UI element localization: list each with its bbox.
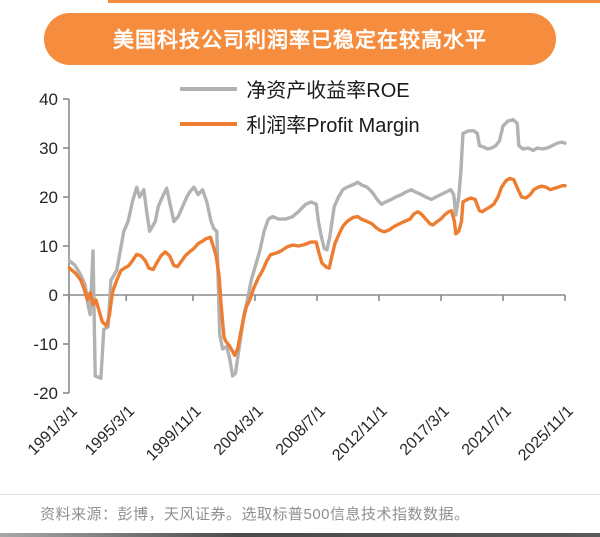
legend-label-profit-margin: 利润率Profit Margin — [246, 115, 420, 137]
chart-title-banner: 美国科技公司利润率已稳定在较高水平 — [44, 13, 556, 65]
legend-item-roe: 净资产收益率ROE — [180, 74, 410, 103]
x-tick-label: 2021/7/1 — [459, 403, 515, 459]
profit-margin-line-swatch — [180, 121, 238, 126]
legend-item-profit-margin: 利润率Profit Margin — [180, 109, 420, 138]
y-tick-label: -10 — [33, 335, 58, 354]
y-tick-label: 40 — [39, 90, 58, 109]
series-line — [67, 176, 567, 357]
x-tick-label: 2017/3/1 — [397, 403, 453, 459]
y-tick-label: 0 — [49, 286, 58, 305]
x-tick-label: 2025/11/1 — [515, 403, 577, 465]
legend: 净资产收益率ROE 利润率Profit Margin — [0, 74, 600, 138]
x-tick-label: 2004/3/1 — [211, 403, 267, 459]
source-note: 资料来源：彭博，天风证券。选取标普500信息技术指数数据。 — [40, 506, 470, 523]
y-tick-label: 30 — [39, 139, 58, 158]
y-tick-label: 20 — [39, 188, 58, 207]
top-crop-strip — [108, 0, 600, 3]
legend-label-roe: 净资产收益率ROE — [246, 80, 410, 102]
y-tick-label: 10 — [39, 237, 58, 256]
y-tick-label: -20 — [33, 384, 58, 403]
x-tick-label: 1999/11/1 — [143, 403, 205, 465]
x-tick-label: 2008/7/1 — [273, 403, 329, 459]
x-tick-label: 1991/3/1 — [25, 403, 81, 459]
bottom-crop-strip — [0, 533, 600, 537]
series-line — [67, 117, 567, 380]
divider-line — [0, 494, 600, 495]
chart-title: 美国科技公司利润率已稳定在较高水平 — [113, 29, 487, 52]
x-tick-label: 1995/3/1 — [82, 403, 138, 459]
roe-line-swatch — [180, 86, 238, 91]
x-tick-label: 2012/11/1 — [329, 403, 391, 465]
